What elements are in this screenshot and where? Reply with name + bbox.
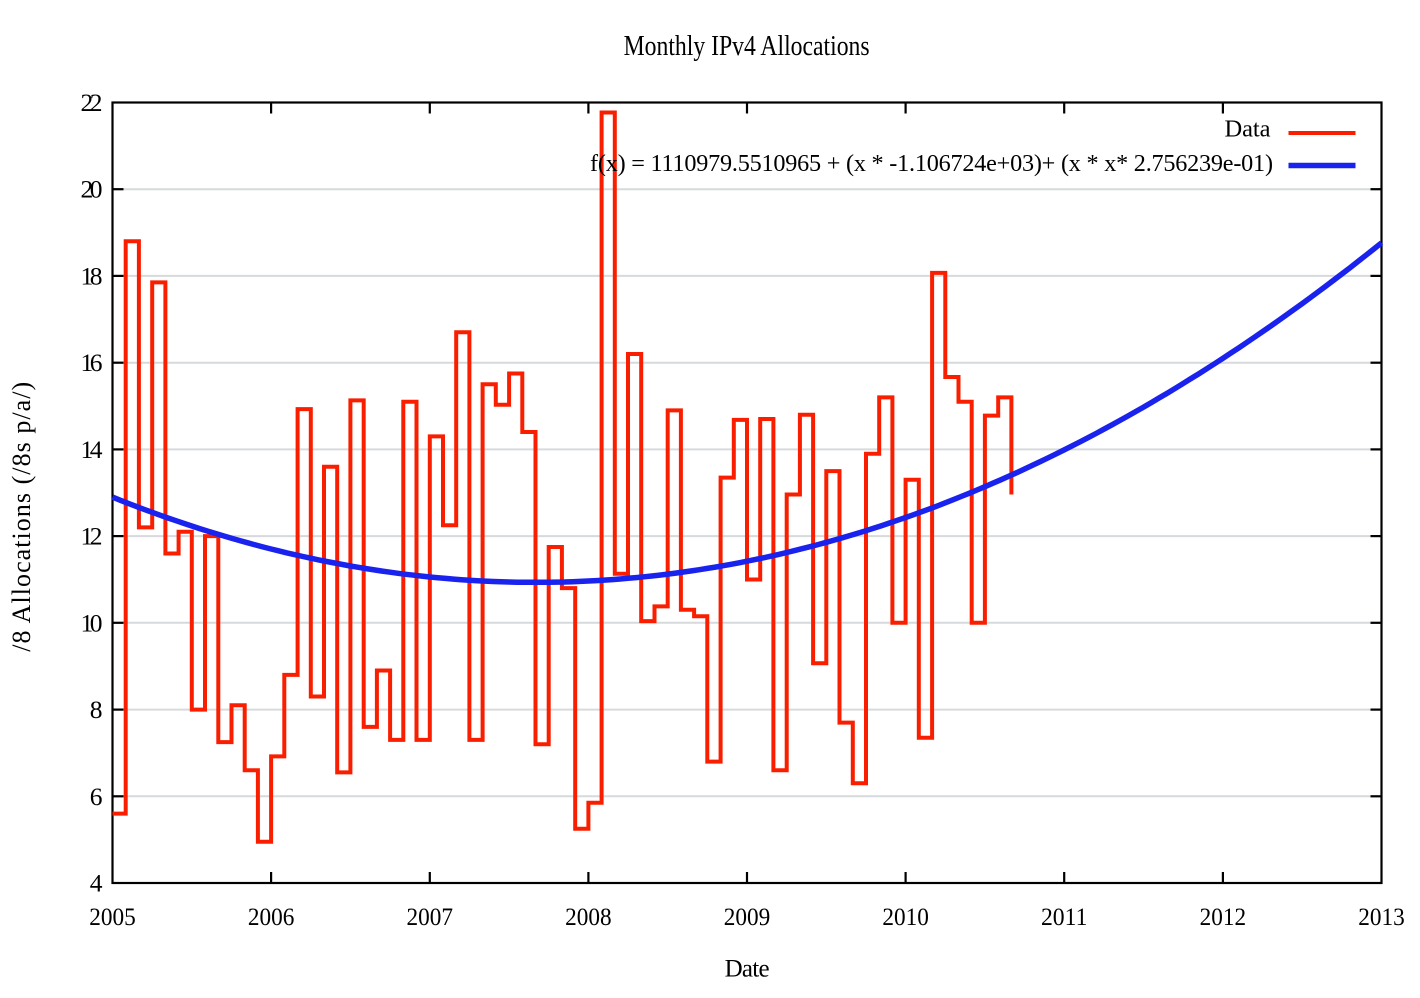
svg-text:18: 18 [81, 261, 103, 290]
svg-text:/8 Allocations (/8s p/a/): /8 Allocations (/8s p/a/) [7, 382, 36, 652]
svg-text:2010: 2010 [882, 902, 929, 931]
svg-text:2009: 2009 [724, 902, 771, 931]
svg-text:2007: 2007 [407, 902, 454, 931]
svg-text:2011: 2011 [1041, 902, 1088, 931]
svg-text:6: 6 [90, 782, 103, 811]
svg-text:14: 14 [81, 435, 103, 464]
svg-text:f(x) = 1110979.5510965 + (x *: f(x) = 1110979.5510965 + (x * -1.106724e… [590, 150, 1273, 177]
svg-text:2006: 2006 [248, 902, 295, 931]
svg-text:2013: 2013 [1358, 902, 1405, 931]
svg-text:2008: 2008 [565, 902, 612, 931]
svg-text:8: 8 [90, 695, 103, 724]
svg-text:10: 10 [81, 608, 103, 637]
svg-text:2005: 2005 [89, 902, 136, 931]
svg-text:Monthly IPv4 Allocations: Monthly IPv4 Allocations [624, 31, 870, 62]
svg-text:12: 12 [81, 522, 103, 551]
svg-text:20: 20 [81, 175, 103, 204]
svg-text:16: 16 [81, 348, 103, 377]
svg-text:2012: 2012 [1200, 902, 1247, 931]
svg-text:22: 22 [81, 88, 103, 117]
svg-text:4: 4 [90, 869, 103, 898]
svg-text:Data: Data [1225, 116, 1271, 143]
svg-text:Date: Date [725, 956, 770, 983]
